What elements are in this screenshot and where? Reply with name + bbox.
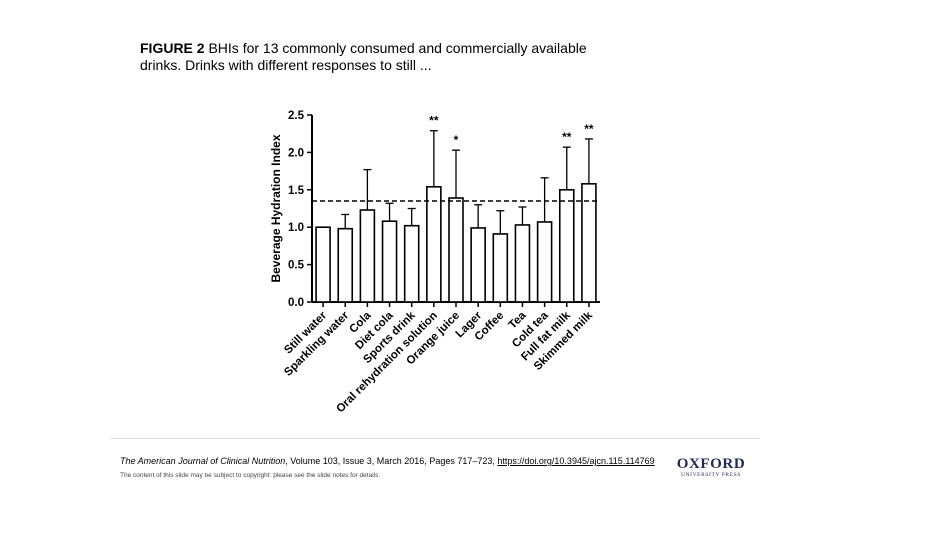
citation: The American Journal of Clinical Nutriti… <box>120 456 655 466</box>
significance-marker: ** <box>429 114 439 128</box>
bar <box>470 227 486 303</box>
figure-label: FIGURE 2 <box>140 40 205 56</box>
y-tick-label: 1.5 <box>288 185 305 197</box>
footer-divider <box>110 438 760 439</box>
logo-main-text: OXFORD <box>676 456 746 472</box>
bar <box>492 233 509 303</box>
y-tick-label: 0.5 <box>288 260 305 272</box>
y-tick-label: 0.0 <box>288 297 304 309</box>
chart-bars <box>315 130 597 303</box>
y-tick-label: 1.0 <box>288 222 304 234</box>
bar <box>426 186 442 303</box>
bar <box>381 220 398 303</box>
oxford-logo: OXFORD UNIVERSITY PRESS <box>672 456 750 478</box>
bar <box>359 209 376 303</box>
journal-name: The American Journal of Clinical Nutriti… <box>120 456 286 466</box>
bar <box>558 189 575 303</box>
figure-caption-text: BHIs for 13 commonly consumed and commer… <box>140 40 587 73</box>
citation-details: , Volume 103, Issue 3, March 2016, Pages… <box>285 456 498 466</box>
bar <box>536 221 553 303</box>
figure-caption: FIGURE 2 BHIs for 13 commonly consumed a… <box>140 40 600 74</box>
significance-marker: ** <box>562 130 572 144</box>
doi-link[interactable]: https://doi.org/10.3945/ajcn.115.114769 <box>497 456 655 466</box>
bar <box>514 224 531 303</box>
significance-marker: * <box>454 133 459 147</box>
logo-sub-text: UNIVERSITY PRESS <box>681 472 741 478</box>
y-tick-label: 2.0 <box>288 147 304 159</box>
bar <box>337 227 354 303</box>
y-tick-label: 2.5 <box>288 110 305 122</box>
bar <box>403 224 420 303</box>
copyright-notice: The content of this slide may be subject… <box>120 472 381 479</box>
bar <box>448 197 464 303</box>
y-axis-title: Beverage Hydration Index <box>269 134 283 282</box>
significance-marker: ** <box>584 122 594 136</box>
bar <box>315 226 331 303</box>
